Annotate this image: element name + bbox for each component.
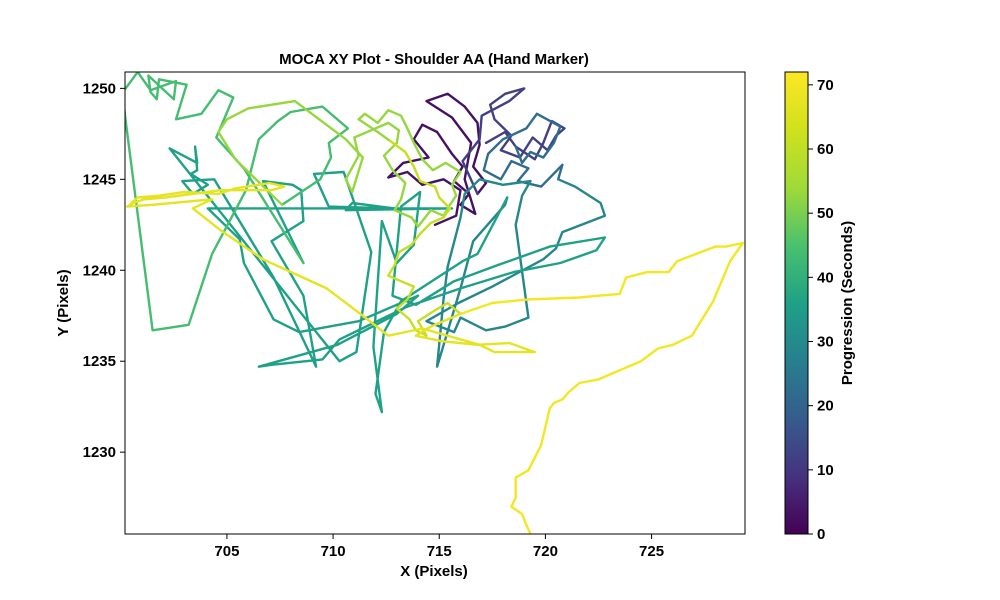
y-tick-label: 1230 xyxy=(83,444,116,461)
x-tick-label: 725 xyxy=(639,543,664,560)
y-tick-label: 1245 xyxy=(83,171,116,188)
x-tick-label: 720 xyxy=(533,543,558,560)
trajectory-segment-7 xyxy=(217,99,462,228)
x-tick-label: 705 xyxy=(214,543,239,560)
x-axis-label: X (Pixels) xyxy=(400,563,468,580)
x-tick-label: 710 xyxy=(321,543,346,560)
colorbar-label: Progression (Seconds) xyxy=(839,221,856,385)
chart-title: MOCA XY Plot - Shoulder AA (Hand Marker) xyxy=(279,51,589,68)
trajectory-segment-5 xyxy=(168,145,607,414)
trajectory-segment-9 xyxy=(459,241,745,534)
trajectory-segment-2 xyxy=(461,87,566,196)
colorbar-tick-label: 30 xyxy=(817,334,834,351)
trajectory-segment-8 xyxy=(387,139,462,337)
y-axis: 1230 1235 1240 1245 1250 xyxy=(83,80,125,461)
trajectory-segment-6 xyxy=(125,72,350,332)
colorbar-tick-label: 20 xyxy=(817,398,834,415)
x-axis: 705 710 715 720 725 xyxy=(214,534,664,560)
plot-frame xyxy=(124,71,746,535)
colorbar-tick-label: 40 xyxy=(817,269,834,286)
y-tick-label: 1235 xyxy=(83,353,116,370)
y-tick-label: 1250 xyxy=(83,80,116,97)
trajectory-segment-10 xyxy=(125,181,536,354)
trajectory-series xyxy=(125,72,745,534)
colorbar-tick-label: 60 xyxy=(817,141,834,158)
x-tick-label: 715 xyxy=(427,543,452,560)
colorbar-axis: 0 10 20 30 40 50 60 70 xyxy=(808,77,834,543)
colorbar-tick-label: 10 xyxy=(817,462,834,479)
colorbar xyxy=(784,71,809,535)
y-tick-label: 1240 xyxy=(83,262,116,279)
colorbar-tick-label: 50 xyxy=(817,205,834,222)
colorbar-tick-label: 0 xyxy=(817,526,825,543)
colorbar-tick-label: 70 xyxy=(817,77,834,94)
trajectory-segment-4 xyxy=(425,178,607,368)
y-axis-label: Y (Pixels) xyxy=(55,269,72,336)
